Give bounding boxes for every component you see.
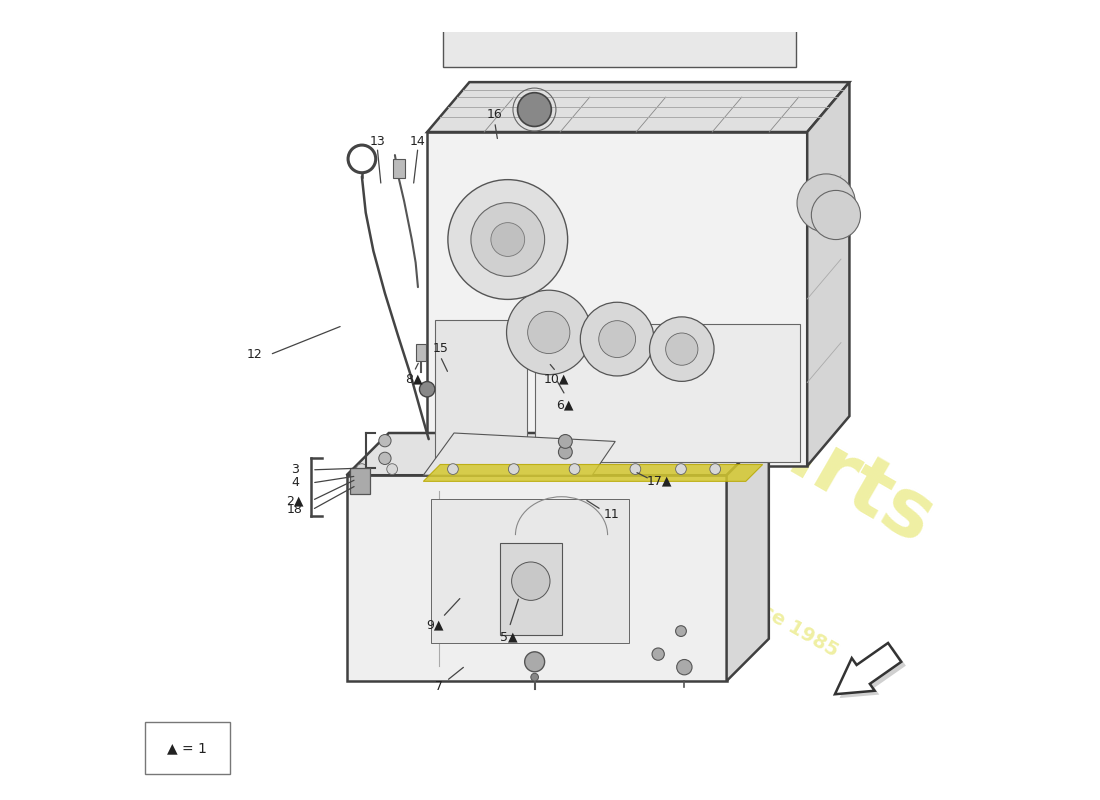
Bar bbox=[535, 324, 800, 462]
Text: 13: 13 bbox=[370, 134, 385, 148]
Circle shape bbox=[387, 464, 397, 474]
Circle shape bbox=[578, 0, 590, 11]
Text: 17▲: 17▲ bbox=[647, 475, 672, 488]
Text: 7: 7 bbox=[434, 680, 442, 693]
Circle shape bbox=[506, 290, 591, 374]
Text: ▲ = 1: ▲ = 1 bbox=[167, 741, 207, 754]
Circle shape bbox=[471, 202, 544, 276]
Circle shape bbox=[766, 0, 778, 11]
Circle shape bbox=[448, 464, 459, 474]
Circle shape bbox=[620, 0, 632, 11]
Polygon shape bbox=[346, 433, 769, 475]
Text: 11: 11 bbox=[604, 508, 619, 521]
Text: 15: 15 bbox=[432, 342, 448, 355]
Circle shape bbox=[581, 302, 654, 376]
Circle shape bbox=[702, 0, 714, 11]
Circle shape bbox=[569, 464, 580, 474]
Circle shape bbox=[649, 317, 714, 382]
Bar bbox=[351, 467, 370, 494]
FancyBboxPatch shape bbox=[144, 722, 230, 774]
Circle shape bbox=[419, 382, 435, 397]
Polygon shape bbox=[427, 82, 849, 132]
Circle shape bbox=[378, 452, 392, 465]
Polygon shape bbox=[427, 132, 807, 466]
Text: 6▲: 6▲ bbox=[557, 398, 574, 411]
Polygon shape bbox=[807, 82, 849, 466]
Text: 10▲: 10▲ bbox=[543, 373, 569, 386]
Bar bbox=[431, 498, 628, 642]
Text: 14: 14 bbox=[410, 134, 426, 148]
Text: 2▲: 2▲ bbox=[286, 494, 304, 507]
Circle shape bbox=[740, 0, 752, 11]
Circle shape bbox=[508, 464, 519, 474]
Circle shape bbox=[512, 562, 550, 600]
Circle shape bbox=[675, 626, 686, 637]
Circle shape bbox=[652, 648, 664, 660]
Circle shape bbox=[356, 464, 367, 474]
Polygon shape bbox=[346, 475, 727, 681]
Circle shape bbox=[378, 434, 392, 447]
Circle shape bbox=[493, 0, 505, 11]
Circle shape bbox=[675, 464, 686, 474]
Circle shape bbox=[676, 659, 692, 675]
Polygon shape bbox=[727, 433, 769, 681]
Circle shape bbox=[666, 333, 697, 366]
Polygon shape bbox=[424, 433, 615, 475]
Text: 9▲: 9▲ bbox=[426, 618, 443, 631]
Bar bbox=[393, 159, 405, 178]
Circle shape bbox=[518, 93, 551, 126]
Bar bbox=[434, 320, 527, 458]
Circle shape bbox=[812, 190, 860, 239]
Circle shape bbox=[528, 311, 570, 354]
Circle shape bbox=[531, 674, 539, 681]
Circle shape bbox=[710, 464, 720, 474]
Circle shape bbox=[536, 0, 548, 11]
Text: euroParts: euroParts bbox=[524, 271, 948, 561]
Circle shape bbox=[559, 445, 572, 459]
Circle shape bbox=[448, 180, 568, 299]
Circle shape bbox=[659, 0, 671, 11]
Circle shape bbox=[525, 652, 544, 672]
Circle shape bbox=[598, 321, 636, 358]
Circle shape bbox=[458, 0, 470, 11]
Text: 3: 3 bbox=[292, 463, 299, 476]
Text: 8▲: 8▲ bbox=[405, 373, 422, 386]
Polygon shape bbox=[424, 465, 762, 482]
Text: 4: 4 bbox=[292, 477, 299, 490]
Bar bbox=[442, 0, 796, 66]
Polygon shape bbox=[839, 647, 906, 698]
Bar bbox=[417, 344, 426, 361]
Circle shape bbox=[491, 222, 525, 257]
Text: 5▲: 5▲ bbox=[500, 630, 518, 643]
Text: 18: 18 bbox=[287, 503, 303, 516]
Polygon shape bbox=[835, 643, 901, 694]
Text: a passion for parts since 1985: a passion for parts since 1985 bbox=[546, 478, 842, 661]
Circle shape bbox=[630, 464, 641, 474]
Text: 12: 12 bbox=[246, 348, 262, 361]
Text: 16: 16 bbox=[487, 108, 503, 121]
Circle shape bbox=[798, 174, 856, 232]
Bar bbox=[500, 542, 561, 635]
Text: maserati: maserati bbox=[592, 0, 631, 2]
Circle shape bbox=[559, 434, 572, 448]
